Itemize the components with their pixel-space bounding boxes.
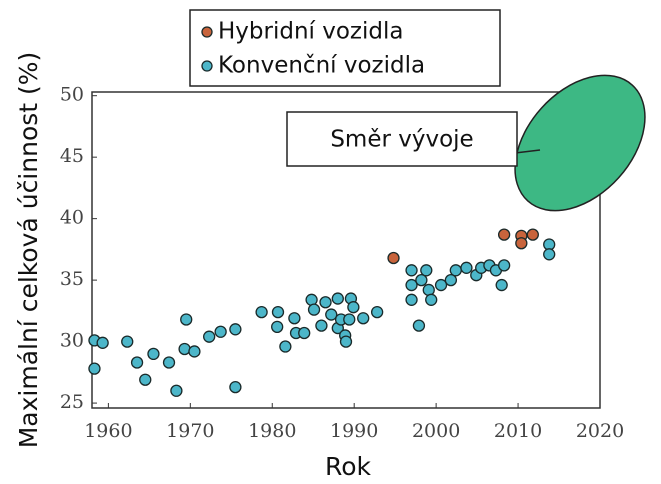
y-tick-label: 50 (60, 84, 84, 106)
point (288, 312, 301, 325)
point (449, 264, 462, 277)
annotation-pointer (514, 149, 541, 154)
point (271, 305, 285, 319)
x-tick-label: 1980 (248, 420, 296, 442)
point (162, 356, 176, 369)
x-tick-label: 2020 (576, 420, 624, 442)
x-tick-label: 2010 (494, 420, 542, 442)
point (229, 380, 242, 394)
point (121, 335, 134, 348)
point (515, 237, 528, 250)
point (543, 248, 556, 261)
legend-label: Hybridní vozidla (218, 19, 403, 45)
point (319, 296, 332, 309)
y-axis-label: Maximální celková účinnost (%) (14, 52, 43, 449)
x-tick-label: 2000 (412, 420, 460, 442)
legend-marker (201, 60, 213, 72)
point (415, 273, 428, 287)
point (347, 301, 360, 314)
point (180, 313, 193, 326)
point (405, 264, 418, 277)
point (298, 326, 311, 340)
point (339, 335, 353, 348)
point (255, 305, 268, 319)
point (307, 303, 321, 316)
point (139, 373, 152, 386)
point (147, 347, 160, 361)
trend-ellipse (514, 74, 646, 212)
plot-frame (91, 91, 601, 409)
annotation: Směr vývoje (330, 127, 473, 153)
y-tick-label: 45 (60, 145, 84, 167)
point (444, 273, 458, 287)
x-tick-label: 1970 (166, 420, 214, 442)
legend-marker (201, 26, 213, 38)
point (420, 264, 433, 277)
point (214, 325, 227, 338)
x-axis-label: Rok (325, 452, 372, 481)
point (357, 312, 370, 325)
point (96, 336, 109, 349)
legend-box (189, 9, 501, 87)
point (315, 319, 328, 332)
y-tick-label: 25 (60, 391, 84, 413)
point (188, 345, 201, 358)
point (370, 305, 384, 319)
point (325, 308, 338, 321)
point (425, 293, 438, 306)
y-tick-label: 35 (60, 268, 84, 290)
point (497, 259, 511, 272)
point (412, 319, 426, 332)
point (495, 278, 508, 292)
point (497, 228, 511, 241)
point (331, 292, 344, 305)
point (387, 251, 400, 265)
legend-label: Konvenční vozidla (218, 53, 425, 79)
y-tick-label: 40 (60, 207, 84, 229)
point (279, 340, 292, 353)
point (229, 323, 242, 336)
point (170, 384, 183, 397)
point (526, 228, 539, 241)
point (343, 313, 356, 326)
point (203, 330, 216, 343)
point (405, 293, 418, 306)
point (405, 278, 418, 292)
point (130, 356, 144, 369)
annotation-box (286, 111, 518, 167)
x-tick-label: 1960 (84, 420, 132, 442)
point (434, 278, 448, 292)
x-tick-label: 1990 (330, 420, 378, 442)
point (88, 362, 101, 375)
y-tick-label: 30 (60, 330, 84, 352)
point (271, 320, 284, 333)
point (460, 261, 473, 274)
